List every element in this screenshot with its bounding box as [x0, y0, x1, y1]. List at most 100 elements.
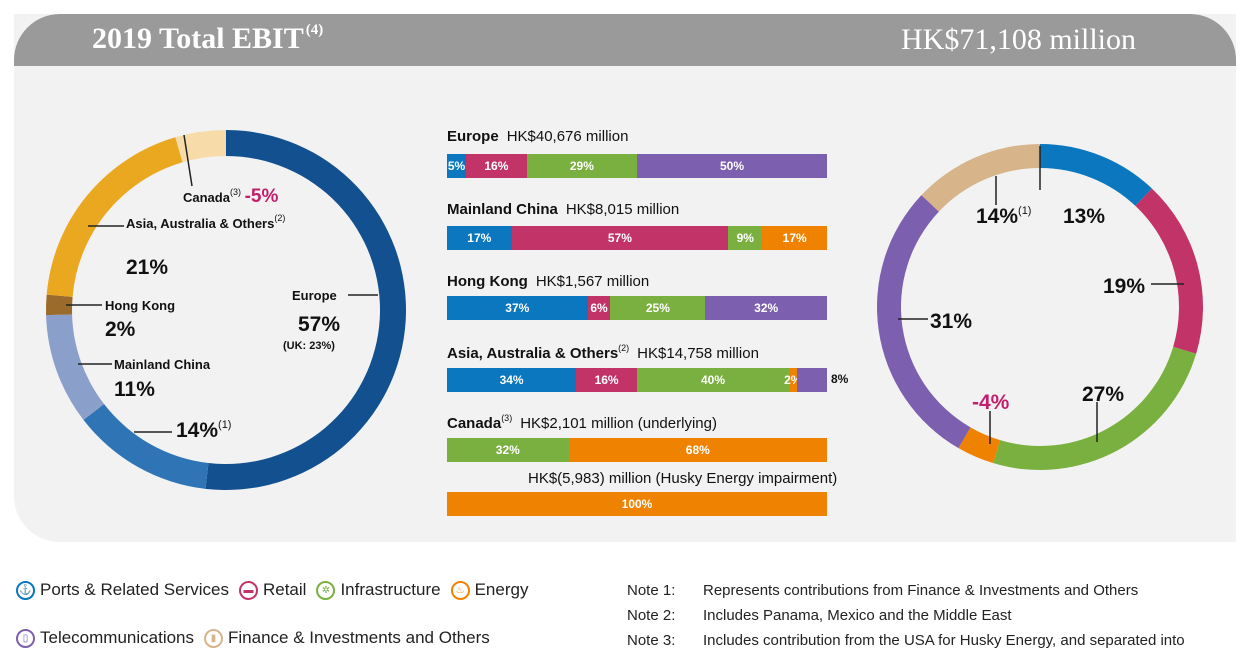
left-donut-slice-2: [46, 314, 105, 420]
total-ebit-value: HK$71,108 million: [900, 23, 1136, 56]
phone-icon: ▯: [16, 628, 35, 648]
bar-title-1: Mainland China HK$8,015 million: [447, 201, 679, 218]
bar-1-segment-infrastructure: 9%: [728, 226, 763, 250]
left-value-mainland: 11%: [114, 378, 155, 401]
bar-2-segment-retail: 6%: [587, 296, 611, 320]
bar-region-2: Hong Kong: [447, 273, 528, 290]
bar-5-segment-energy: 100%: [447, 492, 827, 516]
note-3: Note 3: Includes contribution from the US…: [627, 632, 1185, 649]
bar-5-label-energy: 100%: [621, 497, 653, 511]
bar-0-label-infrastructure: 29%: [569, 159, 594, 173]
bar-0-segment-retail: 16%: [466, 154, 527, 178]
bar-note-3: (2): [618, 343, 630, 353]
bar-0-label-ports: 5%: [447, 159, 466, 173]
bar-4-segment-infrastructure: 32%: [447, 438, 569, 462]
left-donut-slice-1: [83, 404, 209, 489]
bar-2-segment-ports: 37%: [447, 296, 588, 320]
bar-1-label-energy: 17%: [782, 231, 807, 245]
left-label-mainland: Mainland China: [114, 357, 211, 372]
bar-region-0: Europe: [447, 128, 499, 145]
bar-0-label-telecom: 50%: [719, 159, 744, 173]
left-sub-europe: (UK: 23%): [283, 340, 335, 352]
bar-region-1: Mainland China: [447, 201, 558, 218]
bar-3-label-retail: 16%: [594, 373, 619, 387]
bar-2-label-telecom: 32%: [754, 301, 779, 315]
flame-icon: ♨: [450, 580, 470, 600]
legend-ports: ⚓ Ports & Related Services: [16, 580, 229, 600]
legend-telecom: ▯ Telecommunications: [16, 628, 194, 648]
bar-1: 17% 57% 9% 17%: [447, 226, 827, 250]
header-bar: [14, 14, 1236, 66]
bar-0-segment-telecom: 50%: [636, 154, 827, 178]
right-donut-slice-5: [921, 144, 1040, 212]
bar-3-label-telecom: 8%: [831, 372, 849, 386]
bar-2-label-retail: 6%: [590, 301, 608, 315]
legend-energy: ♨ Energy: [450, 580, 528, 600]
left-donut-slice-0: [205, 130, 407, 491]
left-donut-slice-5: [175, 130, 226, 163]
left-value-finance: 14%(1): [176, 419, 232, 442]
bar-title-5: HK$(5,983) million (Husky Energy impairm…: [528, 470, 837, 487]
note-2: Note 2: Includes Panama, Mexico and the M…: [627, 607, 1012, 624]
right-donut-slice-4: [877, 195, 971, 449]
right-donut-slice-2: [993, 346, 1197, 470]
bar-title-2: Hong Kong HK$1,567 million: [447, 273, 649, 290]
bar-amount-2: HK$1,567 million: [535, 273, 650, 290]
bar-5: 100%: [447, 492, 827, 516]
left-value-europe: 57%: [298, 313, 341, 336]
bar-title-0: Europe HK$40,676 million: [447, 128, 628, 145]
right-value-finance: 14%(1): [976, 205, 1032, 228]
bar-1-label-retail: 57%: [607, 231, 632, 245]
bar-title-4: Canada(3) HK$2,101 million (underlying): [447, 413, 717, 432]
bar-3-label-ports: 34%: [499, 373, 524, 387]
bar-3-label-infrastructure: 40%: [700, 373, 725, 387]
bar-amount-0: HK$40,676 million: [506, 128, 629, 145]
left-label-hongkong: Hong Kong: [105, 298, 176, 313]
anchor-icon: ⚓: [16, 580, 35, 600]
bar-3-segment-ports: 34%: [447, 368, 577, 392]
tower-icon: ✲: [316, 580, 336, 600]
bar-0-segment-ports: 5%: [447, 154, 466, 178]
bar-4-segment-energy: 68%: [568, 438, 827, 462]
bar-2-label-ports: 37%: [505, 301, 530, 315]
right-value-telecom: 31%: [930, 310, 973, 333]
bar-3-segment-infrastructure: 40%: [636, 368, 789, 392]
bar-0-segment-infrastructure: 29%: [526, 154, 637, 178]
bar-3-segment-telecom: [796, 368, 827, 392]
bar-2: 37% 6% 25% 32%: [447, 296, 827, 320]
bar-title-3: Asia, Australia & Others(2) HK$14,758 mil…: [447, 343, 759, 362]
bar-0: 5% 16% 29% 50%: [447, 154, 827, 178]
bar-1-label-infrastructure: 9%: [736, 231, 754, 245]
bar-1-segment-ports: 17%: [447, 226, 512, 250]
bar-note-4: (3): [501, 413, 513, 423]
bar-3-segment-energy: 2%: [784, 368, 801, 392]
bar-4-label-energy: 68%: [685, 443, 710, 457]
bar-1-segment-energy: 17%: [762, 226, 827, 250]
bar-region-4: Canada: [447, 415, 502, 432]
bar-amount-4: HK$2,101 million (underlying): [520, 415, 717, 432]
bar-0-label-retail: 16%: [484, 159, 509, 173]
note-1: Note 1: Represents contributions from Fin…: [627, 582, 1139, 599]
left-label-canada: Canada(3) -5%: [183, 186, 279, 207]
bar-2-segment-telecom: 32%: [705, 296, 827, 320]
bar-amount-5: HK$(5,983) million (Husky Energy impairm…: [528, 470, 838, 487]
legend-row-2: ▯ Telecommunications ▮ Finance & Investmen…: [16, 628, 500, 648]
right-value-energy: -4%: [972, 391, 1010, 414]
left-label-europe: Europe: [292, 288, 337, 303]
right-value-infrastructure: 27%: [1082, 383, 1125, 406]
left-donut-slice-3: [46, 294, 73, 316]
bar-3-segment-retail: 16%: [576, 368, 637, 392]
right-value-retail: 19%: [1103, 275, 1146, 298]
chart-icon: ▮: [204, 628, 224, 648]
bar-3: 34% 16% 40% 2% 8%: [447, 368, 848, 392]
left-label-asia: Asia, Australia & Others(2): [126, 213, 286, 231]
left-value-asia: 21%: [126, 256, 169, 279]
bar-4: 32% 68%: [447, 438, 827, 462]
legend-row-1: ⚓ Ports & Related Services ▬ Retail ✲ Infra…: [16, 580, 538, 600]
bar-amount-1: HK$8,015 million: [565, 201, 680, 218]
bar-2-label-infrastructure: 25%: [645, 301, 670, 315]
bar-1-label-ports: 17%: [467, 231, 492, 245]
right-donut-slice-0: [1040, 144, 1152, 206]
leader-line-5: [183, 134, 193, 187]
